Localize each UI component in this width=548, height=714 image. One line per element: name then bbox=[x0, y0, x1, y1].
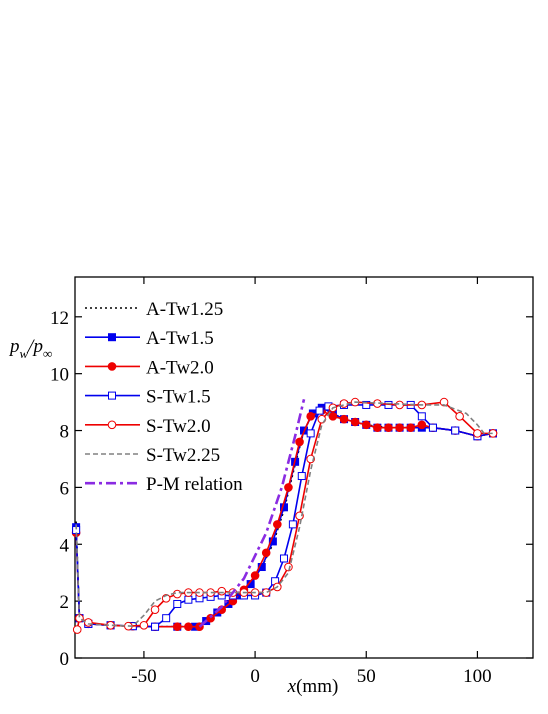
x-tick-label: 0 bbox=[250, 666, 260, 687]
y-tick-label: 10 bbox=[50, 365, 69, 386]
marker bbox=[139, 621, 149, 630]
marker bbox=[306, 429, 315, 438]
marker bbox=[288, 520, 297, 529]
plot-frame bbox=[74, 276, 534, 659]
legend-label: S-Tw2.0 bbox=[146, 416, 211, 437]
x-tick-label: -50 bbox=[131, 666, 156, 687]
x-axis-label: x(mm) bbox=[287, 676, 339, 697]
x-tick-label: 100 bbox=[463, 666, 492, 687]
x-tick-label: 50 bbox=[357, 666, 376, 687]
marker bbox=[295, 437, 304, 447]
marker bbox=[455, 412, 464, 421]
marker bbox=[172, 622, 182, 632]
marker bbox=[384, 423, 393, 432]
y-label-p: p bbox=[8, 336, 20, 357]
series-line bbox=[198, 398, 306, 628]
marker bbox=[406, 423, 416, 432]
series-line bbox=[75, 401, 493, 627]
legend-marker bbox=[107, 420, 117, 430]
y-tick-label: 4 bbox=[60, 535, 70, 556]
legend-marker bbox=[108, 391, 116, 400]
marker bbox=[439, 397, 449, 407]
marker bbox=[395, 400, 404, 410]
y-tick-label: 2 bbox=[60, 592, 70, 613]
marker bbox=[217, 586, 227, 596]
marker bbox=[350, 417, 360, 427]
series-line bbox=[76, 401, 493, 630]
legend-label: A-Tw1.5 bbox=[146, 328, 214, 349]
y-label-sub2: ∞ bbox=[43, 346, 52, 361]
marker bbox=[279, 554, 288, 563]
marker bbox=[451, 426, 460, 435]
marker bbox=[284, 483, 293, 492]
marker bbox=[315, 406, 324, 415]
legend-label: A-Tw1.25 bbox=[146, 299, 223, 320]
marker bbox=[328, 412, 338, 421]
y-tick-label: 8 bbox=[60, 422, 70, 443]
legend-label: S-Tw2.25 bbox=[146, 445, 220, 466]
marker bbox=[184, 595, 193, 604]
x-label-var: x bbox=[287, 676, 297, 697]
y-tick-label: 0 bbox=[60, 649, 70, 670]
marker bbox=[261, 548, 271, 558]
y-axis-label: pw/p∞ bbox=[8, 336, 52, 361]
marker bbox=[361, 420, 371, 430]
marker bbox=[306, 412, 315, 421]
x-label-unit: (mm) bbox=[296, 676, 338, 697]
marker bbox=[373, 423, 382, 432]
series-line bbox=[75, 409, 494, 628]
marker bbox=[473, 429, 482, 438]
marker bbox=[297, 472, 306, 481]
legend-label: A-Tw2.0 bbox=[146, 357, 214, 378]
marker bbox=[184, 622, 193, 632]
series-line bbox=[75, 404, 494, 628]
y-label-p2: /p bbox=[27, 336, 43, 357]
legend-marker bbox=[108, 333, 116, 342]
marker bbox=[150, 605, 160, 614]
marker bbox=[273, 520, 282, 529]
marker bbox=[417, 420, 427, 430]
y-tick-label: 12 bbox=[50, 308, 69, 329]
series-line bbox=[75, 406, 494, 628]
marker bbox=[84, 618, 93, 627]
marker bbox=[72, 625, 82, 634]
marker bbox=[151, 622, 160, 631]
marker bbox=[284, 562, 293, 572]
y-tick-label: 6 bbox=[60, 478, 70, 499]
legend-label: S-Tw1.5 bbox=[146, 387, 211, 408]
marker bbox=[173, 599, 182, 608]
marker bbox=[395, 423, 404, 432]
series-line bbox=[75, 406, 494, 628]
marker bbox=[250, 571, 260, 580]
marker bbox=[339, 414, 349, 424]
legend-label: P-M relation bbox=[146, 474, 243, 495]
y-label-sub: w bbox=[20, 346, 29, 361]
legend-marker bbox=[107, 362, 117, 371]
marker bbox=[417, 412, 426, 421]
marker bbox=[162, 614, 171, 623]
marker bbox=[362, 400, 371, 409]
marker bbox=[428, 423, 437, 432]
